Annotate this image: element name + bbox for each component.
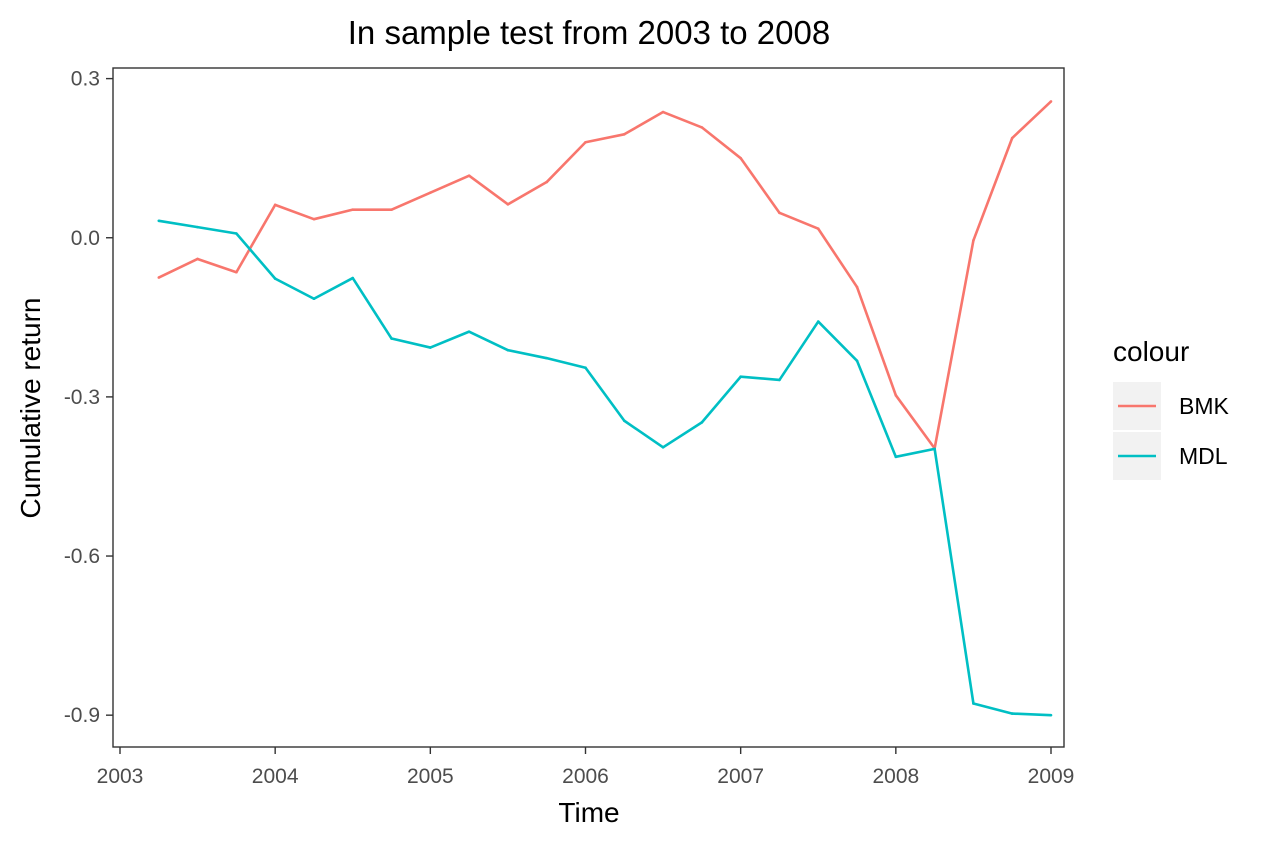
data-point-mdl <box>622 419 626 423</box>
data-point-bmk <box>429 191 432 194</box>
data-point-bmk <box>1010 136 1014 140</box>
data-point-bmk <box>778 211 781 215</box>
x-tick-label: 2003 <box>97 765 144 788</box>
x-tick-label: 2008 <box>872 765 919 788</box>
chart-title: In sample test from 2003 to 2008 <box>348 14 830 51</box>
y-tick-label: -0.3 <box>64 386 100 409</box>
data-point-bmk <box>196 257 199 261</box>
data-point-bmk <box>351 208 355 211</box>
legend-title: colour <box>1113 336 1189 367</box>
data-point-bmk <box>622 133 626 136</box>
x-tick-label: 2009 <box>1028 765 1075 788</box>
y-tick-label: 0.3 <box>71 68 100 91</box>
x-tick-label: 2007 <box>717 765 764 788</box>
data-point-bmk <box>739 156 742 160</box>
data-point-mdl <box>972 702 975 705</box>
data-point-bmk <box>467 174 471 177</box>
data-point-bmk <box>894 393 898 397</box>
data-point-mdl <box>390 337 393 340</box>
data-point-bmk <box>700 126 704 129</box>
data-point-mdl <box>700 421 704 424</box>
data-point-mdl <box>467 330 471 333</box>
data-point-bmk <box>855 285 859 289</box>
data-point-bmk <box>235 270 238 274</box>
data-point-mdl <box>1010 712 1014 715</box>
data-point-mdl <box>235 232 238 235</box>
y-axis-title: Cumulative return <box>15 298 46 519</box>
data-point-mdl <box>196 225 199 229</box>
data-point-mdl <box>894 455 898 459</box>
data-point-bmk <box>661 110 665 114</box>
plot-panel <box>112 67 1065 748</box>
data-point-bmk <box>584 140 587 144</box>
data-point-mdl <box>429 346 432 349</box>
x-axis: 2003 2004 2005 2006 2007 2008 2009 <box>97 747 1075 788</box>
series-lines <box>157 100 1053 717</box>
data-point-bmk <box>312 217 316 221</box>
data-point-bmk <box>1049 100 1053 103</box>
data-point-mdl <box>778 378 781 382</box>
data-point-mdl <box>312 297 316 301</box>
data-point-bmk <box>972 239 975 242</box>
y-tick-label: -0.6 <box>64 545 100 568</box>
legend-label-mdl: MDL <box>1179 443 1228 469</box>
x-tick-label: 2004 <box>252 765 299 788</box>
data-point-mdl <box>584 366 587 370</box>
data-point-bmk <box>390 208 393 211</box>
data-point-mdl <box>816 320 820 323</box>
x-tick-label: 2006 <box>562 765 609 788</box>
data-point-bmk <box>816 227 820 231</box>
data-point-mdl <box>506 348 510 352</box>
y-tick-label: -0.9 <box>64 704 100 727</box>
data-point-mdl <box>545 356 549 360</box>
data-point-mdl <box>739 375 742 379</box>
data-point-bmk <box>273 203 277 207</box>
y-axis: 0.3 0.0 -0.3 -0.6 -0.9 <box>64 68 113 727</box>
y-tick-label: 0.0 <box>71 227 100 250</box>
data-point-bmk <box>157 276 161 279</box>
data-point-bmk <box>545 180 549 184</box>
legend: colour BMK MDL <box>1113 336 1230 480</box>
data-point-mdl <box>933 447 936 451</box>
data-point-bmk <box>506 203 510 206</box>
data-point-mdl <box>273 277 277 280</box>
data-point-mdl <box>351 276 355 280</box>
data-point-mdl <box>855 359 859 363</box>
legend-label-bmk: BMK <box>1179 393 1230 419</box>
series-line-bmk <box>158 100 1052 450</box>
data-point-mdl <box>1049 713 1053 717</box>
x-tick-label: 2005 <box>407 765 454 788</box>
x-axis-title: Time <box>558 797 619 828</box>
series-line-mdl <box>158 219 1052 717</box>
data-point-mdl <box>661 445 665 449</box>
data-point-mdl <box>157 219 161 223</box>
